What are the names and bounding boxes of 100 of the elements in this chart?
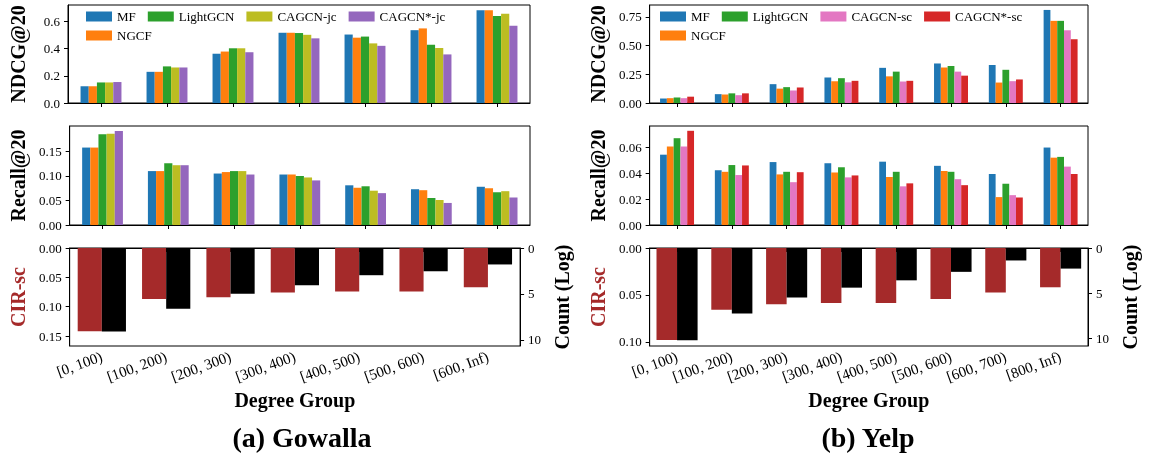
bar [954, 71, 962, 103]
bar [961, 185, 968, 225]
bar [838, 78, 845, 103]
bar [1057, 156, 1064, 225]
bar [934, 63, 941, 103]
bar [484, 188, 494, 225]
y-tick-label: 0.15 [38, 143, 62, 159]
bar [783, 87, 791, 103]
bar [509, 197, 518, 225]
x-tick-label: [500, 600) [362, 348, 427, 386]
bar [892, 171, 900, 225]
bar [687, 130, 695, 225]
bar [147, 171, 157, 225]
bar [221, 172, 230, 225]
bar [1050, 157, 1058, 225]
bar [796, 87, 804, 103]
bar [286, 32, 295, 103]
bar [369, 43, 378, 103]
legend-label: CAGCN*-sc [955, 9, 1023, 24]
bar [484, 10, 493, 103]
bar [344, 34, 353, 103]
bar [796, 172, 804, 225]
y-tick-label: 0.05 [38, 269, 62, 285]
bar [940, 67, 948, 103]
bar [476, 186, 485, 225]
legend-label: NGCF [117, 28, 152, 43]
bar [1002, 183, 1010, 225]
bar [419, 190, 428, 225]
bar [435, 200, 444, 225]
bar [838, 167, 845, 225]
bar [660, 154, 667, 225]
bar [229, 171, 239, 225]
bar [714, 94, 722, 103]
bar [721, 94, 729, 103]
bar [1016, 197, 1023, 225]
y-axis-title: Recall@20 [587, 129, 610, 222]
bar [1057, 20, 1064, 103]
bar [906, 80, 914, 103]
y-tick-label: 0.00 [38, 240, 62, 256]
bar [844, 177, 852, 225]
x-axis-title: Degree Group [234, 389, 356, 412]
bar [114, 130, 123, 225]
bar [879, 161, 887, 225]
bar [82, 147, 91, 225]
bar [673, 97, 681, 103]
bar [831, 81, 839, 103]
y-axis-title: CIR-sc [587, 266, 609, 327]
x-tick-label: [100, 200) [104, 348, 170, 386]
bar [680, 98, 688, 103]
legend-label: NGCF [691, 28, 726, 43]
bar [345, 185, 354, 225]
y-tick-label: 0.04 [618, 165, 643, 181]
bar [954, 179, 962, 225]
x-tick-label: [400, 500) [297, 348, 363, 386]
bar [886, 176, 893, 225]
bar [303, 177, 313, 225]
y2-tick-label: 0 [1096, 240, 1103, 256]
bar [245, 52, 254, 103]
bar [492, 16, 502, 103]
bar [930, 248, 952, 300]
bar [105, 82, 114, 103]
bar [96, 82, 106, 103]
bar [106, 133, 115, 225]
bar [311, 38, 320, 103]
x-tick-label: [600, Inf) [431, 348, 491, 385]
x-tick-label: [300, 400) [233, 348, 298, 386]
bar [361, 186, 370, 225]
bar [940, 171, 948, 225]
bar [360, 36, 370, 103]
bar [172, 165, 181, 225]
y2-axis-title: Count (Log) [551, 244, 574, 350]
bar [279, 174, 288, 225]
y-tick-label: 0.02 [618, 191, 642, 207]
bar [1050, 20, 1058, 103]
bar [213, 173, 222, 225]
legend-label: CAGCN-sc [851, 9, 913, 24]
y-tick-label: 0.6 [43, 13, 61, 29]
bar [164, 163, 173, 225]
y2-axis-title: Count (Log) [1118, 244, 1142, 350]
legend-label: MF [691, 9, 710, 24]
bar [831, 172, 839, 225]
y-tick-label: 0.4 [43, 41, 61, 57]
bar [220, 51, 229, 103]
bar [410, 189, 420, 225]
y2-tick-label: 5 [1096, 285, 1103, 301]
y-axis-title: Recall@20 [7, 129, 30, 222]
bar [246, 174, 255, 225]
bar [906, 183, 914, 225]
y-tick-label: 0.06 [618, 139, 643, 155]
bar [680, 146, 688, 225]
x-tick-label: [0, 100) [54, 348, 105, 381]
legend-label: CAGCN-jc [277, 9, 337, 24]
bar [294, 33, 304, 103]
bar [377, 45, 386, 103]
bar [435, 48, 444, 103]
bar [714, 170, 722, 225]
bar [237, 48, 246, 103]
y2-tick-label: 0 [528, 240, 535, 256]
y-tick-label: 0.10 [38, 168, 62, 184]
y-tick-label: 0.00 [618, 217, 642, 233]
